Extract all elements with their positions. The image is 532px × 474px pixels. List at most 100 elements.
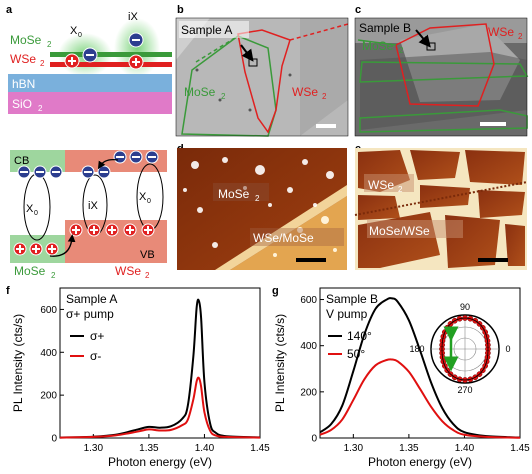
panel-letter-g: g — [272, 285, 279, 297]
annotation-g-0: Sample B — [326, 292, 378, 306]
panel-b: b Sample A MoSe 2 WSe 2 — [175, 4, 349, 137]
plus-icon — [68, 57, 76, 65]
x-tick-label-f: 1.45 — [250, 443, 270, 454]
series-line-g-1 — [319, 358, 521, 439]
panel-c: c Sample B MoSe 2 WSe 2 — [354, 4, 529, 137]
label-x0: X — [70, 25, 78, 37]
svg-text:2: 2 — [398, 185, 403, 194]
y-tick-label-f: 0 — [51, 434, 57, 445]
label-hetero-d: WSe/MoSe — [253, 231, 314, 245]
polar-angle-0: 0 — [505, 344, 510, 354]
label-mose2-bottom-sub: 2 — [51, 271, 56, 280]
afm-bubbles-d — [183, 157, 334, 248]
label-x0-left: X — [26, 203, 34, 215]
label-mose2-top: MoSe — [10, 33, 42, 47]
series-g — [319, 297, 521, 439]
label-mose2-bottom: MoSe — [14, 264, 46, 278]
polar-angle-270: 270 — [457, 385, 472, 395]
legend-label-g-1: 50° — [347, 347, 365, 361]
panel-letter-b: b — [177, 4, 184, 16]
series-f — [59, 298, 261, 439]
legend-label-f-0: σ+ — [90, 329, 104, 343]
sio2-layer — [8, 92, 172, 114]
label-wse2-bottom-sub: 2 — [145, 271, 150, 280]
wse2-layer — [50, 62, 172, 67]
label-vb: VB — [140, 249, 155, 261]
hbn-layer — [8, 74, 172, 92]
label-wse2-bottom: WSe — [115, 264, 141, 278]
label-hbn: hBN — [12, 77, 35, 91]
svg-text:2: 2 — [255, 194, 260, 203]
x-tick-label-g: 1.45 — [510, 443, 530, 454]
svg-text:0: 0 — [34, 210, 38, 217]
wse2-outline-c — [395, 23, 495, 107]
x-tick-label-f: 1.40 — [195, 443, 215, 454]
wse2-outline-extension — [289, 23, 349, 41]
y-tick-label-g: 600 — [300, 295, 317, 306]
panel-letter-c: c — [355, 4, 361, 16]
mose2-layer — [50, 52, 172, 57]
pointer-arrow-icon — [240, 44, 254, 62]
polar-angle-180: 180 — [409, 344, 424, 354]
xlabel-g: Photon energy (eV) — [368, 455, 472, 469]
particle-group-top — [64, 32, 144, 70]
svg-text:0: 0 — [147, 198, 151, 205]
svg-text:2: 2 — [399, 46, 404, 55]
sample-label-b: Sample A — [181, 23, 232, 37]
x-tick-label-g: 1.30 — [344, 443, 364, 454]
label-x0-right: X — [139, 191, 147, 203]
pointer-arrow-icon — [415, 29, 431, 48]
scale-bar-d — [296, 258, 326, 262]
label-hetero-e: MoSe/WSe — [369, 224, 430, 238]
label-wse2-c: WSe — [488, 25, 514, 39]
y-tick-label-f: 600 — [40, 305, 57, 316]
cb-electrons — [17, 150, 159, 179]
label-ix: iX — [128, 11, 138, 23]
plus-icon — [132, 58, 140, 66]
plot-frame-f — [59, 287, 261, 439]
legend-label-f-1: σ- — [90, 349, 101, 363]
series-line-f-1 — [59, 376, 261, 439]
label-mose2-d: MoSe — [218, 187, 250, 201]
wse2-outline — [237, 29, 291, 134]
series-line-g-0 — [319, 297, 521, 439]
xlabel-f: Photon energy (eV) — [108, 455, 212, 469]
label-wse2-e: WSe — [368, 178, 394, 192]
scale-bar-c — [480, 122, 506, 126]
y-tick-label-g: 400 — [300, 341, 317, 352]
label-sio2-sub: 2 — [38, 104, 43, 113]
ylabel-f: PL Intensity (cts/s) — [11, 314, 25, 412]
y-tick-label-g: 200 — [300, 387, 317, 398]
label-mose2-b: MoSe — [184, 85, 216, 99]
label-wse2-b: WSe — [292, 85, 318, 99]
label-mose2-top-sub: 2 — [47, 40, 52, 49]
annotation-f-1: σ+ pump — [66, 307, 114, 321]
axes-g: 1.30 1.35 1.40 1.45 0 200 400 600 — [300, 295, 530, 454]
svg-text:2: 2 — [221, 92, 226, 101]
panel-a: a MoSe 2 WSe 2 X 0 iX hBN SiO 2 — [6, 4, 172, 280]
annotation-f-0: Sample A — [66, 292, 117, 306]
y-tick-label-f: 400 — [40, 348, 57, 359]
label-ix-mid: iX — [88, 200, 98, 212]
series-line-f-0 — [59, 298, 261, 439]
axes-f: 1.30 1.35 1.40 1.45 0 200 400 600 — [40, 305, 270, 454]
label-cb: CB — [14, 155, 29, 167]
vb-holes — [13, 223, 155, 256]
panel-d: d MoSe 2 WSe/MoSe — [177, 143, 347, 270]
label-mose2-c: MoSe — [362, 39, 394, 53]
x-tick-label-f: 1.30 — [84, 443, 104, 454]
polar-fit-line — [441, 317, 489, 381]
plot-frame-g — [319, 287, 521, 439]
panel-letter-f: f — [6, 285, 10, 297]
legend-label-g-0: 140° — [347, 329, 372, 343]
x-tick-label-f: 1.35 — [139, 443, 159, 454]
scale-bar-b — [316, 124, 336, 128]
label-wse2-top-sub: 2 — [40, 59, 45, 68]
label-wse2-top: WSe — [10, 52, 36, 66]
svg-text:2: 2 — [518, 32, 523, 41]
polar-angle-90: 90 — [460, 302, 470, 312]
y-tick-label-g: 0 — [311, 434, 317, 445]
polar-inset: 90 180 0 270 — [409, 302, 510, 395]
svg-text:2: 2 — [322, 92, 327, 101]
